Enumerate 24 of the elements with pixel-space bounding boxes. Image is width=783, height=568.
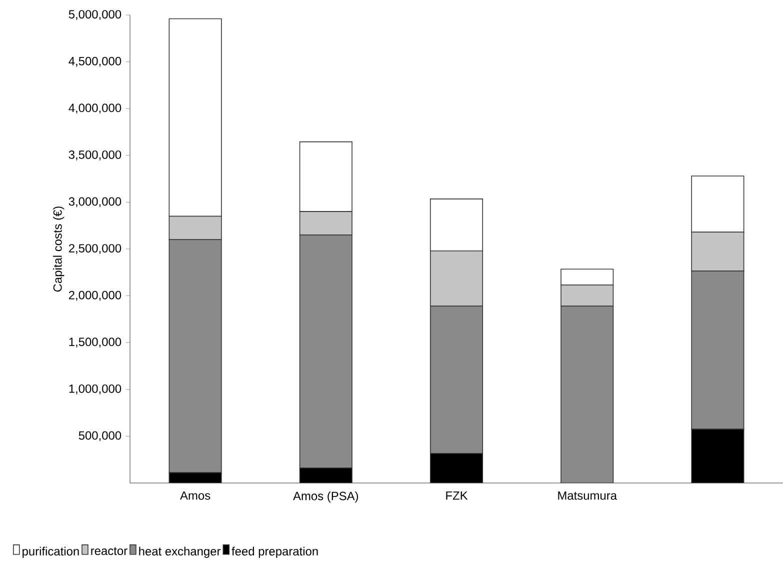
bar — [560, 306, 614, 483]
x-tick-label: Matsumura — [558, 491, 617, 500]
bar — [430, 306, 484, 454]
y-tick-label: 5,000,000 — [68, 10, 122, 20]
x-tick-label: FZK — [446, 491, 468, 500]
y-tick-label: 500,000 — [78, 431, 122, 442]
y-tick-label: 2,000,000 — [68, 290, 122, 301]
y-axis-title: Capital costs (€) — [53, 206, 64, 292]
x-tick-label: Amos — [180, 491, 210, 500]
legend-label: heat exchanger — [139, 546, 221, 558]
bar — [691, 270, 744, 430]
bar — [168, 239, 222, 474]
legend-label: reactor — [91, 547, 128, 556]
y-tick-label: 3,500,000 — [68, 150, 122, 160]
legend-label: feed preparation — [232, 546, 318, 558]
y-tick-label: 1,500,000 — [69, 338, 122, 348]
y-tick-label: 2,500,000 — [68, 244, 122, 254]
y-tick-label: 4,500,000 — [68, 56, 122, 67]
y-tick-label: 3,000,000 — [68, 197, 122, 208]
y-tick-label: 4,000,000 — [68, 104, 122, 114]
bar — [299, 234, 352, 468]
x-tick-label: Amos (PSA) — [293, 491, 358, 503]
legend-label: purification — [22, 546, 79, 558]
y-tick-label: 1,000,000 — [69, 384, 122, 394]
